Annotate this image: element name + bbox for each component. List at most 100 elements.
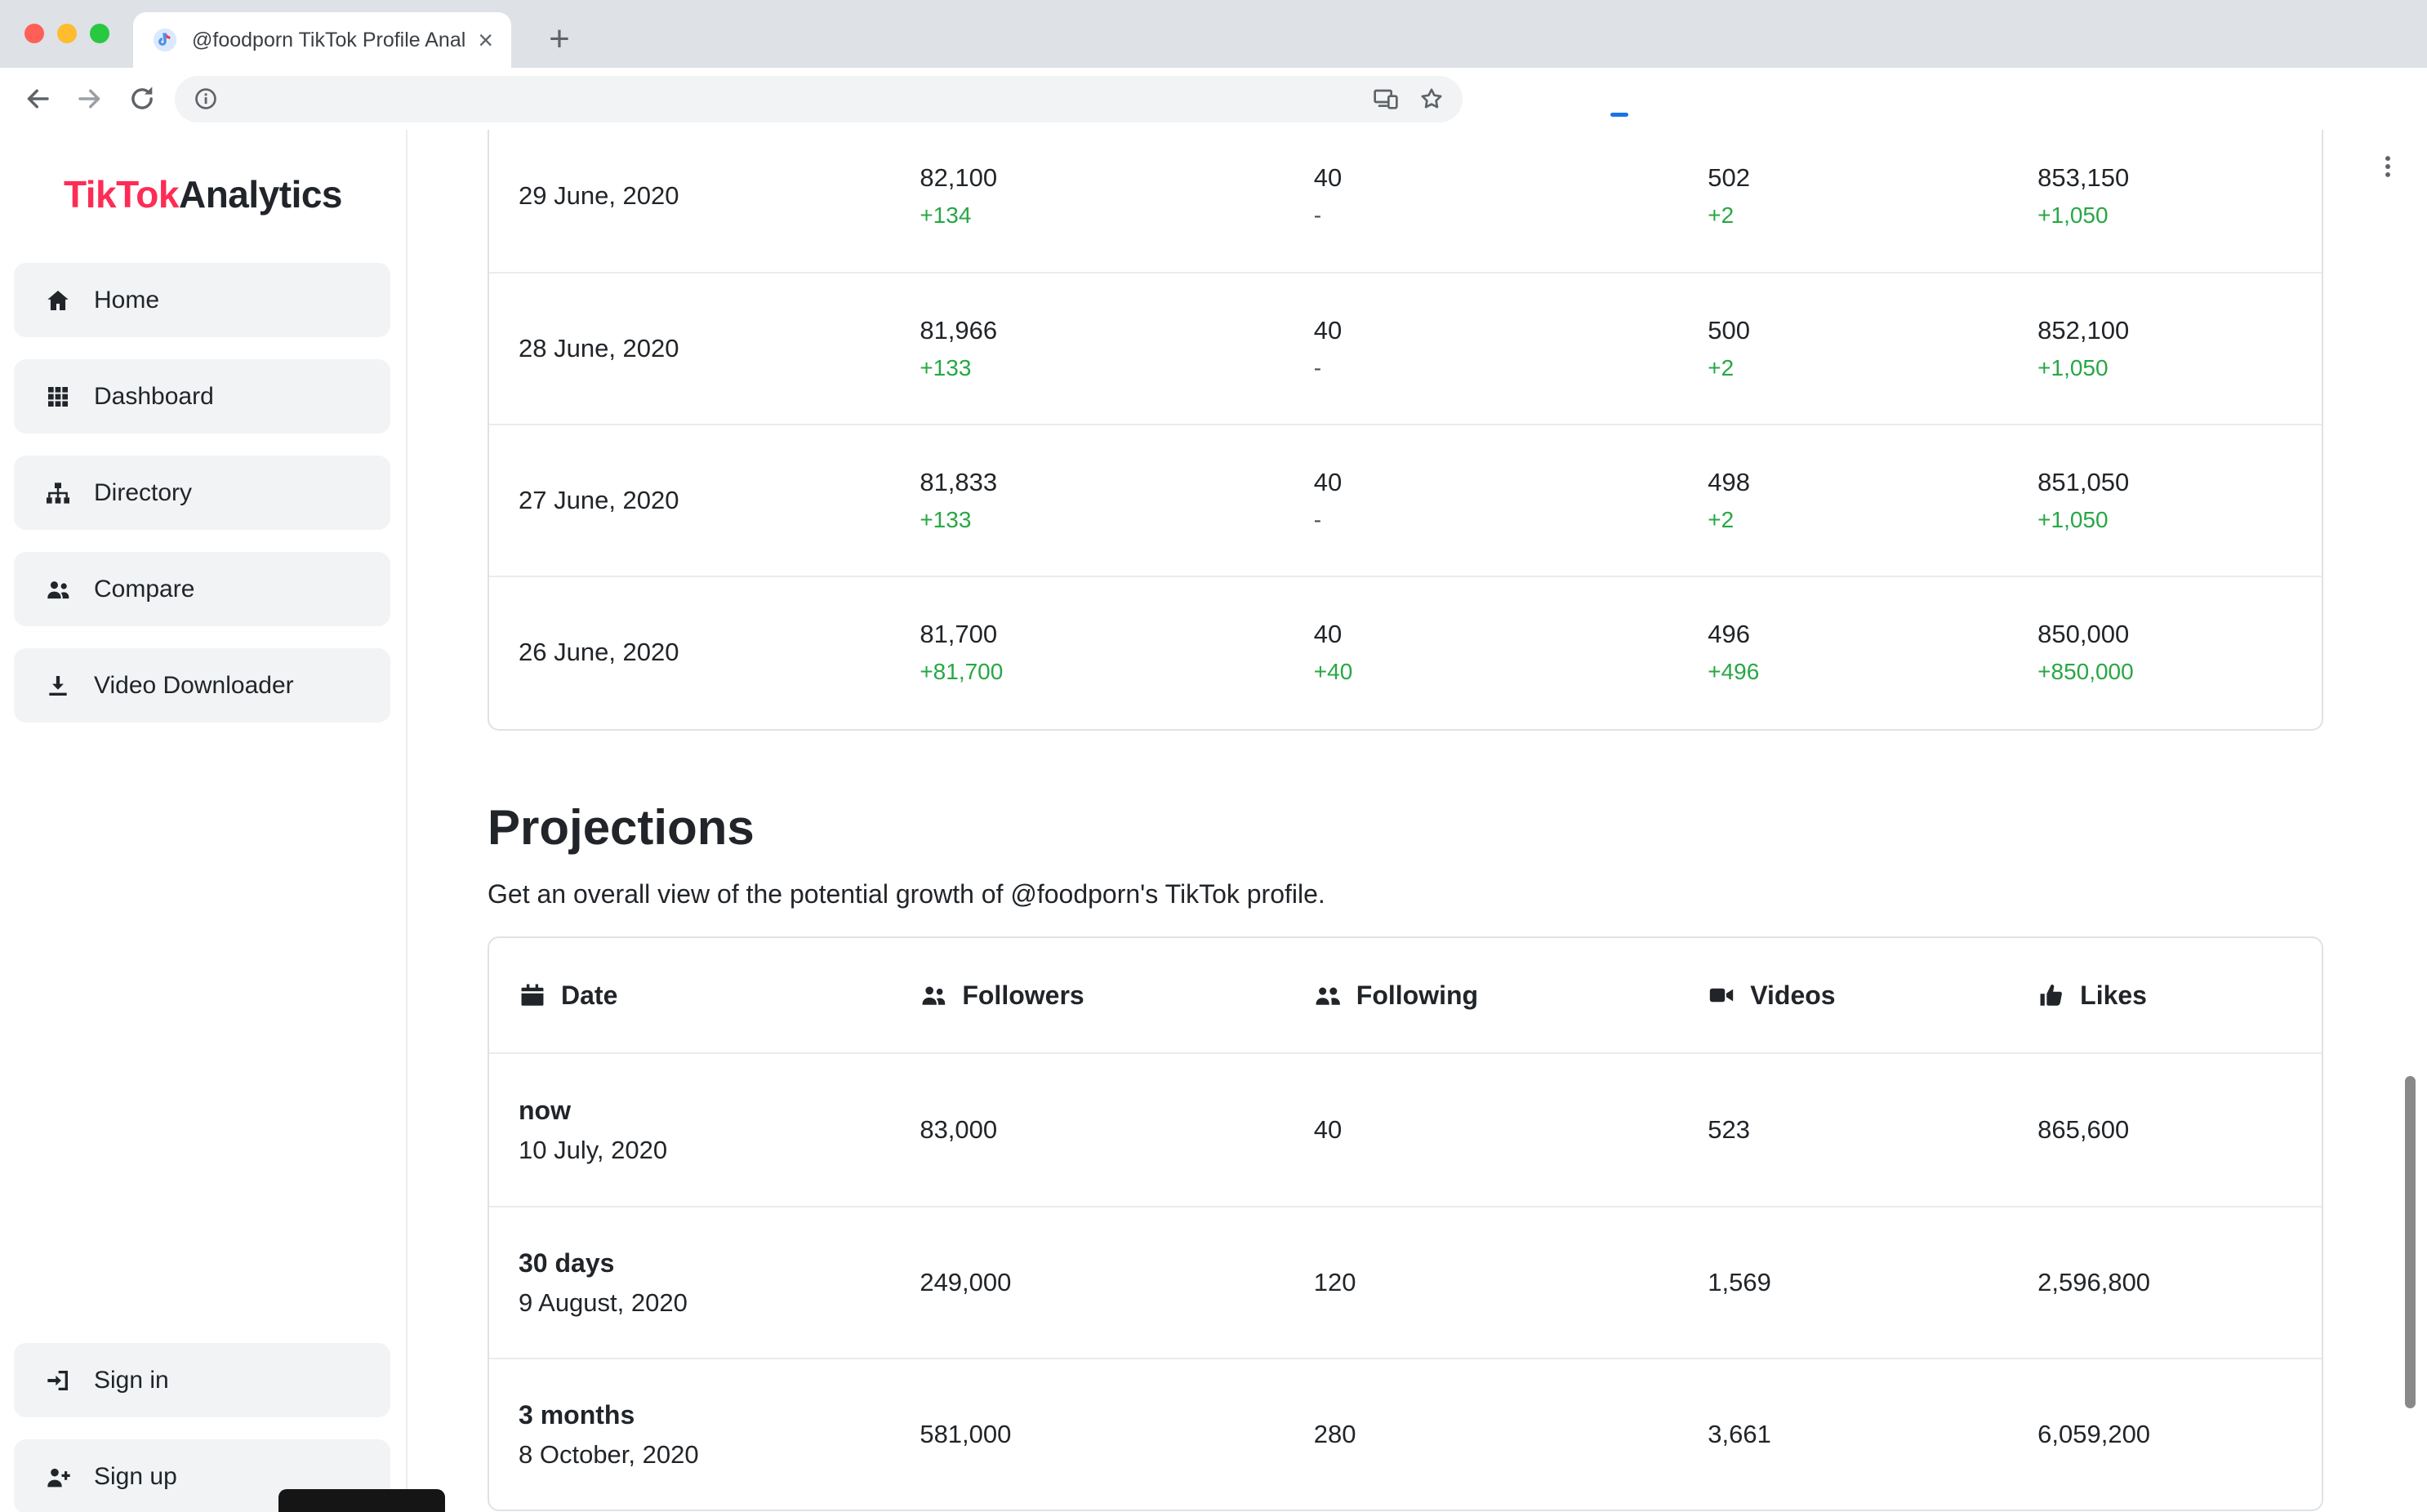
browser-menu-icon[interactable] bbox=[2367, 145, 2409, 188]
new-tab-button[interactable]: + bbox=[541, 20, 578, 58]
likes-cell: 853,150 +1,050 bbox=[2037, 163, 2322, 229]
site-info-icon[interactable] bbox=[193, 86, 219, 112]
reload-button[interactable] bbox=[122, 79, 162, 118]
followers-value: 82,100 bbox=[920, 163, 998, 192]
sidebar-item-video-downloader[interactable]: Video Downloader bbox=[14, 648, 390, 723]
header-label: Videos bbox=[1750, 980, 1836, 1010]
projection-period: 3 months bbox=[519, 1399, 635, 1430]
header-label: Followers bbox=[962, 980, 1084, 1010]
followers-cell: 82,100 +134 bbox=[920, 163, 1313, 229]
site-logo[interactable]: TikTokAnalytics bbox=[0, 172, 406, 216]
videos-cell: 498 +2 bbox=[1708, 468, 2037, 533]
likes-value: 865,600 bbox=[2037, 1115, 2130, 1144]
sidebar-item-label: Sign in bbox=[94, 1366, 169, 1394]
videos-icon bbox=[1710, 988, 1734, 1003]
table-row: now 10 July, 2020 83,000 40 523 865,600 bbox=[489, 1054, 2322, 1206]
header-likes: Likes bbox=[2037, 981, 2322, 1011]
videos-delta: +2 bbox=[1708, 202, 1735, 228]
likes-icon bbox=[2040, 984, 2063, 1006]
sidebar-item-label: Home bbox=[94, 286, 160, 314]
following-cell: 40 +40 bbox=[1314, 620, 1708, 685]
videos-delta: +2 bbox=[1708, 507, 1735, 532]
download-icon bbox=[45, 673, 71, 699]
reload-icon bbox=[131, 87, 153, 109]
sidebar-item-label: Video Downloader bbox=[94, 671, 294, 699]
sidebar-item-sign-up[interactable]: Sign up bbox=[14, 1439, 390, 1512]
sidebar-item-label: Dashboard bbox=[94, 382, 214, 410]
sidebar-item-compare[interactable]: Compare bbox=[14, 552, 390, 626]
date-cell: 26 June, 2020 bbox=[519, 638, 679, 666]
home-icon bbox=[45, 287, 71, 314]
window-minimize-button[interactable] bbox=[57, 24, 77, 43]
sidebar-item-directory[interactable]: Directory bbox=[14, 456, 390, 530]
compare-icon bbox=[45, 576, 71, 603]
sidebar-item-label: Sign up bbox=[94, 1462, 177, 1490]
followers-delta: +134 bbox=[920, 202, 972, 228]
sidebar-item-dashboard[interactable]: Dashboard bbox=[14, 359, 390, 434]
tab-strip: @foodporn TikTok Profile Analy × + bbox=[0, 0, 2427, 68]
videos-delta: +2 bbox=[1708, 355, 1735, 380]
calendar-icon bbox=[521, 984, 544, 1006]
videos-cell: 502 +2 bbox=[1708, 163, 2037, 229]
header-videos: Videos bbox=[1708, 981, 2037, 1011]
date-cell: 30 days 9 August, 2020 bbox=[489, 1248, 920, 1318]
following-cell: 40 - bbox=[1314, 163, 1708, 229]
followers-value: 81,966 bbox=[920, 316, 998, 345]
sidebar-footer: Sign in Sign up bbox=[14, 1343, 390, 1512]
likes-value: 6,059,200 bbox=[2037, 1420, 2151, 1448]
likes-value: 853,150 bbox=[2037, 163, 2130, 192]
history-table-card: 29 June, 2020 82,100 +134 40 - 502 +2 85… bbox=[488, 130, 2323, 731]
dock-fragment bbox=[278, 1489, 445, 1512]
logo-secondary: Analytics bbox=[178, 173, 343, 216]
likes-delta: +1,050 bbox=[2037, 355, 2109, 380]
header-following: Following bbox=[1314, 981, 1708, 1011]
browser-tab[interactable]: @foodporn TikTok Profile Analy × bbox=[133, 12, 511, 68]
sidebar-item-home[interactable]: Home bbox=[14, 263, 390, 337]
table-row: 30 days 9 August, 2020 249,000 120 1,569… bbox=[489, 1206, 2322, 1358]
date-cell: now 10 July, 2020 bbox=[489, 1096, 920, 1165]
tab-close-icon[interactable]: × bbox=[478, 25, 493, 55]
dashboard-icon bbox=[45, 384, 71, 410]
directory-icon bbox=[45, 480, 71, 506]
main-content: 29 June, 2020 82,100 +134 40 - 502 +2 85… bbox=[407, 130, 2427, 1512]
likes-value: 852,100 bbox=[2037, 316, 2130, 345]
date-cell: 28 June, 2020 bbox=[519, 334, 679, 362]
window-controls bbox=[24, 24, 109, 43]
following-value: 40 bbox=[1313, 316, 1343, 345]
date-cell: 29 June, 2020 bbox=[519, 181, 679, 210]
header-label: Likes bbox=[2080, 980, 2147, 1010]
cast-icon[interactable] bbox=[1373, 86, 1399, 112]
projections-subtitle: Get an overall view of the potential gro… bbox=[488, 879, 1325, 909]
window-close-button[interactable] bbox=[24, 24, 44, 43]
table-row: 3 months 8 October, 2020 581,000 280 3,6… bbox=[489, 1358, 2322, 1510]
bookmark-star-icon[interactable] bbox=[1418, 86, 1445, 112]
following-value: 40 bbox=[1313, 468, 1343, 496]
likes-cell: 852,100 +1,050 bbox=[2037, 316, 2322, 381]
sidebar-item-sign-in[interactable]: Sign in bbox=[14, 1343, 390, 1417]
followers-value: 249,000 bbox=[920, 1268, 1012, 1296]
following-cell: 40 - bbox=[1314, 316, 1708, 381]
header-date: Date bbox=[489, 981, 920, 1011]
back-button[interactable] bbox=[18, 79, 57, 118]
date-cell: 27 June, 2020 bbox=[519, 486, 679, 514]
vertical-scrollbar-thumb[interactable] bbox=[2405, 1076, 2416, 1408]
followers-delta: +81,700 bbox=[920, 659, 1004, 684]
videos-cell: 496 +496 bbox=[1708, 620, 2037, 685]
header-label: Following bbox=[1356, 980, 1479, 1010]
address-bar[interactable] bbox=[175, 75, 1463, 122]
back-icon bbox=[27, 89, 49, 109]
likes-value: 851,050 bbox=[2037, 468, 2130, 496]
table-header-row: Date Followers Following Videos Likes bbox=[489, 938, 2322, 1054]
following-delta: - bbox=[1313, 355, 1322, 380]
projections-table-card: Date Followers Following Videos Likes no… bbox=[488, 936, 2323, 1511]
table-row: 28 June, 2020 81,966 +133 40 - 500 +2 85… bbox=[489, 272, 2322, 424]
likes-delta: +850,000 bbox=[2037, 659, 2134, 684]
videos-value: 502 bbox=[1708, 163, 1750, 192]
projection-date: 9 August, 2020 bbox=[519, 1287, 688, 1317]
following-delta: - bbox=[1313, 507, 1322, 532]
blue-indicator bbox=[1610, 113, 1628, 117]
videos-value: 498 bbox=[1708, 468, 1750, 496]
window-zoom-button[interactable] bbox=[90, 24, 109, 43]
forward-button[interactable] bbox=[70, 79, 109, 118]
followers-cell: 81,966 +133 bbox=[920, 316, 1313, 381]
